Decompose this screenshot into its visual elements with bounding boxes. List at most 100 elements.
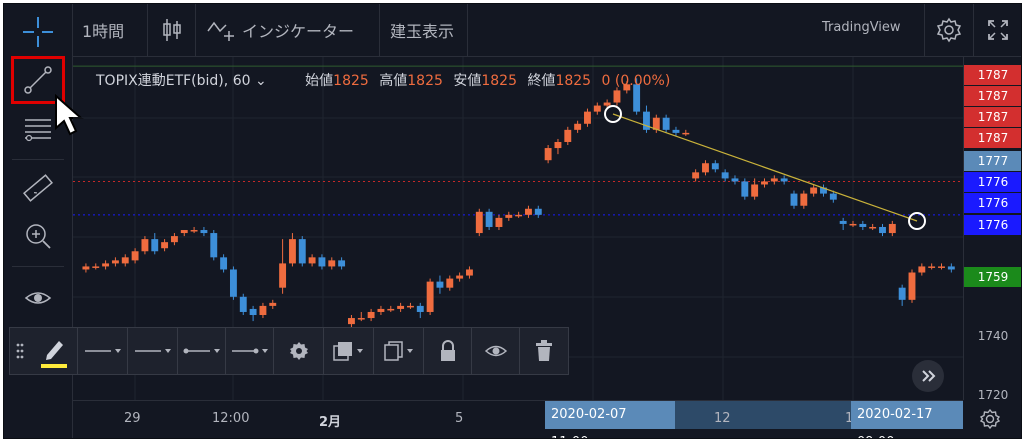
line-end-selector[interactable] <box>226 328 274 374</box>
candle-body <box>328 260 336 267</box>
candle-body <box>308 257 316 264</box>
crosshair-icon <box>23 17 53 47</box>
drag-handle[interactable] <box>10 328 30 374</box>
candle-body <box>888 223 896 234</box>
interval-selector[interactable]: 1時間 <box>72 4 148 56</box>
fullscreen-button[interactable] <box>974 4 1021 56</box>
candle-body <box>918 266 926 273</box>
candle-body <box>446 278 454 288</box>
range-end-label: 2020-02-17 09:00 <box>851 401 963 438</box>
ruler-tool[interactable] <box>4 166 72 210</box>
copy-icon <box>383 341 413 361</box>
horizontal-lines-icon <box>25 119 51 142</box>
candle-body <box>643 111 650 130</box>
price-chart[interactable] <box>73 57 963 400</box>
candle-body <box>111 260 119 264</box>
candle-body <box>190 230 198 232</box>
candle-body <box>407 305 414 308</box>
candle-body <box>820 187 827 194</box>
drawing-settings-button[interactable] <box>274 328 324 374</box>
candle-body <box>741 181 749 197</box>
position-display-button[interactable]: 建玉表示 <box>380 4 468 56</box>
symbol-name: TOPIX連動ETF(bid) <box>96 73 224 89</box>
indicators-label: インジケーター <box>242 22 355 41</box>
chart-window: 1時間 インジケーター 建玉表示 TradingView <box>3 3 1022 439</box>
candle-body <box>525 208 532 215</box>
open-value: 1825 <box>333 73 369 89</box>
time-axis[interactable]: 29 12:00 2月 5 2020-02-07 11:00 12 1 2020… <box>73 400 963 438</box>
visual-order-button[interactable] <box>324 328 374 374</box>
chevron-down-icon[interactable]: ⌄ <box>250 73 267 89</box>
trend-line-icon <box>24 66 52 94</box>
candle-body <box>564 129 572 142</box>
candle-body <box>456 275 464 279</box>
settings-button[interactable] <box>924 4 974 56</box>
candle-body <box>515 214 523 217</box>
candle-body <box>682 132 690 135</box>
candle-body <box>229 269 237 297</box>
time-tick: 2月 <box>319 415 342 430</box>
low-value: 1825 <box>481 73 517 89</box>
high-value: 1825 <box>407 73 443 89</box>
range-start-label: 2020-02-07 11:00 <box>545 401 675 438</box>
change-value: 0 (0.00%) <box>601 73 671 89</box>
candle-body <box>436 281 444 288</box>
price-label: 1776 <box>964 172 1021 192</box>
delete-button[interactable] <box>520 328 568 374</box>
trend-line <box>612 113 918 222</box>
candle-body <box>505 214 513 218</box>
candle-body <box>367 311 375 319</box>
candle-body <box>898 287 906 300</box>
candle-body <box>357 318 365 320</box>
visibility-tool[interactable] <box>4 276 72 320</box>
axis-settings-icon[interactable] <box>979 408 1001 430</box>
open-label: 始値 <box>305 73 334 89</box>
chart-type-button[interactable] <box>148 4 196 56</box>
clone-button[interactable] <box>374 328 424 374</box>
scroll-to-latest-button[interactable] <box>912 360 944 392</box>
line-width-selector[interactable] <box>128 328 178 374</box>
indicators-button[interactable]: インジケーター <box>196 4 380 56</box>
hide-button[interactable] <box>472 328 520 374</box>
fib-tool[interactable] <box>4 108 72 152</box>
time-tick: 12 <box>714 411 731 426</box>
line-start-selector[interactable] <box>178 328 226 374</box>
lock-button[interactable] <box>424 328 472 374</box>
trend-line-handle <box>604 105 622 123</box>
zoom-in-tool[interactable] <box>4 214 72 258</box>
time-tick: 1 <box>845 411 854 426</box>
price-label: 1787 <box>964 86 1021 106</box>
candle-body <box>151 239 159 252</box>
candle-body <box>593 105 601 112</box>
candle-body <box>416 305 424 312</box>
sidebar-divider <box>12 266 64 267</box>
candle-body <box>702 163 709 173</box>
candle-body <box>751 184 759 197</box>
candle-body <box>603 102 611 106</box>
price-label: 1759 <box>964 267 1021 287</box>
candle-body <box>161 242 169 249</box>
top-toolbar: 1時間 インジケーター 建玉表示 TradingView <box>4 4 1021 57</box>
trend-line-tool[interactable] <box>4 58 72 102</box>
eye-icon <box>484 345 507 357</box>
high-label: 高値 <box>379 73 408 89</box>
price-label: 1777 <box>964 151 1021 171</box>
price-tick: 1740 <box>977 329 1009 343</box>
candle-body <box>220 257 228 270</box>
candle-body <box>259 305 267 316</box>
brand-label: TradingView <box>822 20 901 35</box>
drawing-properties-toolbar <box>9 327 569 375</box>
line-style-selector[interactable] <box>78 328 128 374</box>
trash-icon <box>536 340 552 361</box>
candle-body <box>869 226 877 229</box>
candle-body <box>662 117 670 130</box>
candle-body <box>466 269 473 276</box>
candle-body <box>849 223 857 226</box>
sidebar-divider <box>12 159 64 160</box>
crosshair-tool[interactable] <box>4 10 72 54</box>
candle-body <box>121 257 129 264</box>
line-start-icon <box>183 348 220 354</box>
line-color-button[interactable] <box>30 328 78 374</box>
price-axis[interactable]: 1787 1787 1787 1787 1777 1776 1776 1776 … <box>963 57 1021 402</box>
trend-line-handle <box>908 212 926 230</box>
